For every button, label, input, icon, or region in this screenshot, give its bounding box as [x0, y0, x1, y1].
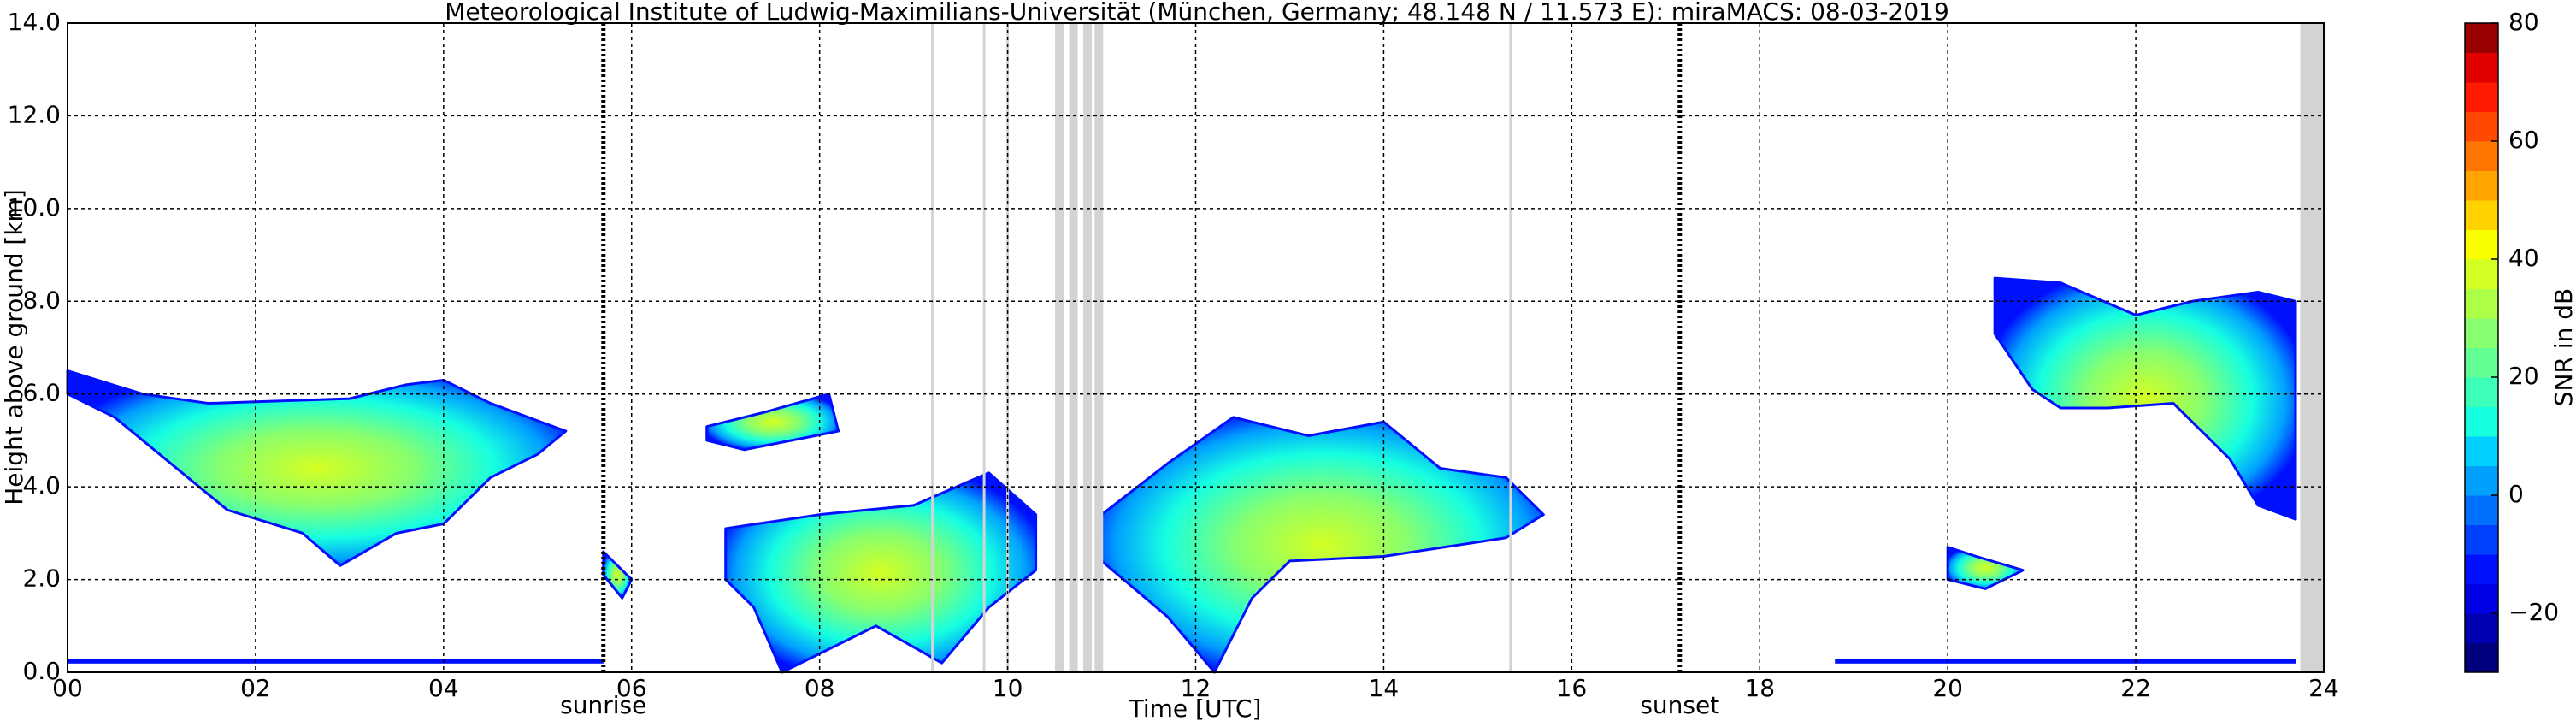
y-tick-label: 12.0	[8, 100, 61, 128]
missing-data	[1069, 23, 1078, 672]
colorbar-tick-label: 0	[2508, 480, 2524, 508]
missing-data	[1083, 23, 1093, 672]
colorbar-segment	[2465, 613, 2498, 643]
x-tick-label: 00	[52, 674, 83, 702]
radar-echo	[602, 550, 634, 600]
missing-data	[982, 23, 986, 672]
colorbar-segment	[2465, 436, 2498, 466]
x-tick-label: 02	[240, 674, 271, 702]
colorbar-tick-label: −20	[2508, 598, 2559, 626]
radar-echo	[1946, 546, 2025, 590]
x-axis-label: Time [UTC]	[1129, 694, 1262, 723]
colorbar-segment	[2465, 141, 2498, 171]
missing-data	[1055, 23, 1064, 672]
missing-data	[1509, 23, 1512, 672]
x-tick-label: 06	[616, 674, 647, 702]
y-tick-label: 10.0	[8, 193, 61, 222]
colorbar-tick-label: 40	[2508, 244, 2539, 272]
y-tick-label: 2.0	[22, 564, 61, 593]
colorbar-segment	[2465, 583, 2498, 614]
colorbar-tick-label: 80	[2508, 8, 2539, 36]
y-tick-label: 0.0	[22, 657, 61, 685]
y-tick-label: 8.0	[22, 286, 61, 314]
colorbar-segment	[2465, 406, 2498, 437]
colorbar-segment	[2465, 377, 2498, 407]
colorbar-segment	[2465, 554, 2498, 584]
y-tick-label: 6.0	[22, 379, 61, 407]
plot-frame	[67, 22, 2325, 673]
colorbar-segment	[2465, 170, 2498, 201]
missing-data	[931, 23, 934, 672]
x-tick-label: 22	[2120, 674, 2151, 702]
colorbar-segment	[2465, 642, 2498, 673]
radar-echo	[705, 393, 840, 452]
missing-data	[1094, 23, 1104, 672]
colorbar-segment	[2465, 347, 2498, 378]
colorbar-segment	[2465, 111, 2498, 142]
ground-clutter	[68, 659, 604, 664]
colorbar-segment	[2465, 52, 2498, 83]
colorbar-segment	[2465, 288, 2498, 319]
radar-echo	[1100, 416, 1545, 674]
chart-title: Meteorological Institute of Ludwig-Maxim…	[445, 0, 1949, 26]
x-tick-label: 08	[805, 674, 835, 702]
colorbar-segment	[2465, 465, 2498, 496]
x-tick-label: 12	[1181, 674, 1211, 702]
x-tick-label: 16	[1557, 674, 1588, 702]
colorbar-tick-label: 60	[2508, 126, 2539, 154]
annotation-label: sunrise	[560, 691, 646, 719]
colorbar-tick-label: 20	[2508, 362, 2539, 390]
x-tick-label: 04	[428, 674, 459, 702]
x-tick-label: 18	[1744, 674, 1775, 702]
colorbar-segment	[2465, 200, 2498, 230]
x-tick-label: 10	[993, 674, 1023, 702]
radar-echo	[724, 471, 1038, 674]
x-tick-label: 24	[2308, 674, 2339, 702]
colorbar-label: SNR in dB	[2549, 288, 2576, 406]
colorbar-segment	[2465, 524, 2498, 555]
y-tick-label: 14.0	[8, 8, 61, 36]
colorbar-segment	[2465, 229, 2498, 260]
colorbar-segment	[2465, 23, 2498, 53]
colorbar-segment	[2465, 82, 2498, 112]
y-axis-label: Height above ground [km]	[0, 189, 28, 505]
colorbar-frame	[2464, 22, 2499, 673]
x-tick-label: 14	[1369, 674, 1400, 702]
x-tick-label: 20	[1932, 674, 1963, 702]
colorbar-segment	[2465, 259, 2498, 289]
y-tick-label: 4.0	[22, 471, 61, 499]
radar-echo	[1993, 276, 2297, 521]
annotation-label: sunset	[1640, 691, 1719, 719]
missing-data	[2300, 23, 2324, 672]
colorbar-segment	[2465, 318, 2498, 348]
radar-echo	[66, 369, 568, 567]
ground-clutter	[1835, 659, 2296, 664]
colorbar-segment	[2465, 495, 2498, 525]
